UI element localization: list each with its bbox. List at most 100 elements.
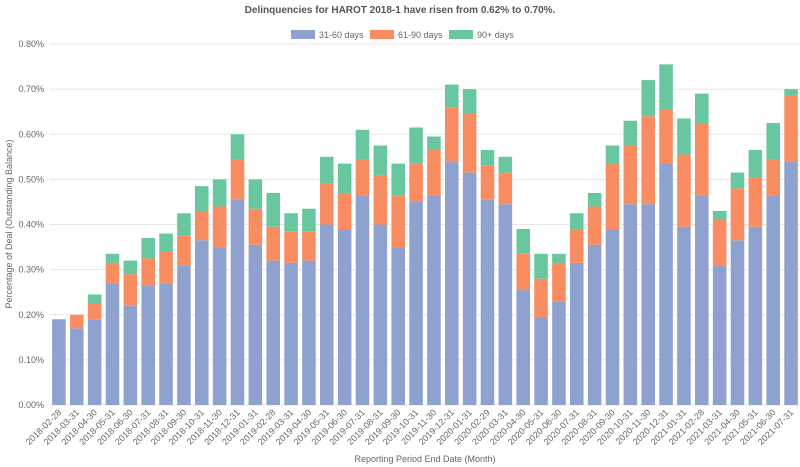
bar-segment-61-90[interactable] [623, 145, 638, 205]
bar-segment-31-60[interactable] [52, 319, 66, 405]
bar-segment-61-90[interactable] [552, 262, 566, 302]
bar-stack[interactable] [123, 260, 138, 405]
bar-segment-61-90[interactable] [445, 107, 459, 162]
bar-segment-90-plus[interactable] [230, 134, 245, 160]
bar-segment-90-plus[interactable] [337, 163, 352, 193]
bar-segment-90-plus[interactable] [302, 208, 316, 232]
bar-stack[interactable] [659, 64, 673, 405]
bar-segment-90-plus[interactable] [552, 253, 566, 263]
bar-segment-61-90[interactable] [87, 303, 102, 320]
bar-segment-90-plus[interactable] [212, 179, 227, 207]
bar-segment-90-plus[interactable] [784, 89, 798, 96]
bar-segment-31-60[interactable] [141, 285, 155, 405]
bar-segment-31-60[interactable] [462, 172, 477, 405]
bar-segment-90-plus[interactable] [659, 64, 673, 110]
bar-segment-61-90[interactable] [712, 219, 727, 266]
bar-segment-31-60[interactable] [373, 224, 388, 406]
bar-segment-31-60[interactable] [695, 195, 709, 405]
bar-segment-90-plus[interactable] [159, 233, 173, 252]
bar-segment-31-60[interactable] [712, 265, 727, 405]
bar-segment-61-90[interactable] [373, 174, 388, 225]
bar-stack[interactable] [230, 134, 245, 405]
bar-segment-61-90[interactable] [784, 95, 798, 162]
bar-segment-90-plus[interactable] [87, 294, 102, 304]
bar-stack[interactable] [320, 156, 334, 406]
bar-segment-31-60[interactable] [427, 195, 441, 405]
bar-segment-31-60[interactable] [623, 204, 638, 405]
bar-segment-61-90[interactable] [748, 177, 763, 227]
bar-segment-31-60[interactable] [159, 283, 173, 405]
bar-segment-61-90[interactable] [248, 208, 263, 245]
bar-segment-90-plus[interactable] [748, 150, 763, 178]
legend-item-61-90[interactable]: 61-90 days [370, 30, 443, 40]
bar-segment-90-plus[interactable] [248, 179, 263, 209]
bar-segment-31-60[interactable] [516, 289, 530, 405]
bar-segment-31-60[interactable] [320, 224, 334, 406]
bar-stack[interactable] [212, 179, 227, 405]
bar-segment-31-60[interactable] [230, 199, 245, 405]
bar-segment-31-60[interactable] [105, 283, 120, 405]
bar-segment-31-60[interactable] [195, 240, 209, 405]
bar-segment-61-90[interactable] [695, 122, 709, 196]
bar-segment-31-60[interactable] [659, 163, 673, 405]
legend-item-31-60[interactable]: 31-60 days [291, 30, 364, 40]
bar-segment-61-90[interactable] [605, 163, 620, 230]
bar-segment-31-60[interactable] [784, 161, 798, 405]
bar-segment-90-plus[interactable] [641, 80, 655, 117]
bar-stack[interactable] [70, 314, 84, 405]
bar-segment-90-plus[interactable] [409, 127, 423, 164]
bar-stack[interactable] [141, 238, 155, 405]
bar-segment-90-plus[interactable] [355, 129, 370, 160]
bar-stack[interactable] [337, 163, 352, 405]
bar-segment-31-60[interactable] [641, 204, 655, 405]
bar-segment-61-90[interactable] [212, 206, 227, 248]
bar-segment-61-90[interactable] [427, 150, 441, 196]
bar-segment-90-plus[interactable] [105, 253, 120, 263]
bar-stack[interactable] [570, 213, 584, 405]
bar-segment-31-60[interactable] [748, 226, 763, 405]
bar-stack[interactable] [266, 192, 280, 405]
bar-stack[interactable] [195, 186, 209, 405]
bar-segment-90-plus[interactable] [445, 84, 459, 108]
bar-segment-61-90[interactable] [195, 210, 209, 241]
bar-segment-90-plus[interactable] [195, 186, 209, 211]
bar-stack[interactable] [248, 179, 263, 405]
bar-stack[interactable] [409, 127, 423, 405]
bar-segment-31-60[interactable] [177, 265, 191, 405]
bar-segment-31-60[interactable] [284, 262, 298, 405]
bar-stack[interactable] [427, 136, 441, 405]
bar-segment-31-60[interactable] [87, 319, 102, 405]
bar-segment-90-plus[interactable] [516, 229, 530, 254]
bar-segment-90-plus[interactable] [730, 172, 745, 189]
bar-segment-90-plus[interactable] [462, 89, 477, 114]
bar-segment-61-90[interactable] [266, 226, 280, 261]
bar-segment-61-90[interactable] [480, 165, 495, 200]
bar-stack[interactable] [516, 229, 530, 405]
bar-segment-90-plus[interactable] [695, 93, 709, 123]
bar-segment-90-plus[interactable] [605, 145, 620, 164]
bar-stack[interactable] [748, 150, 763, 405]
bar-stack[interactable] [641, 80, 655, 405]
bar-segment-61-90[interactable] [141, 258, 155, 286]
bar-segment-61-90[interactable] [498, 172, 513, 205]
bar-stack[interactable] [284, 213, 298, 405]
bar-segment-31-60[interactable] [534, 317, 548, 405]
bar-segment-61-90[interactable] [409, 163, 423, 202]
bar-segment-31-60[interactable] [730, 240, 745, 405]
bar-segment-31-60[interactable] [337, 229, 352, 405]
bar-segment-61-90[interactable] [320, 183, 334, 225]
bar-stack[interactable] [587, 192, 602, 405]
bar-segment-61-90[interactable] [659, 109, 673, 164]
bar-segment-90-plus[interactable] [373, 145, 388, 175]
bar-segment-31-60[interactable] [248, 244, 263, 405]
bar-segment-90-plus[interactable] [141, 238, 155, 259]
bar-segment-61-90[interactable] [70, 314, 84, 329]
bar-stack[interactable] [87, 294, 102, 405]
bar-stack[interactable] [784, 89, 798, 405]
bar-segment-90-plus[interactable] [284, 213, 298, 232]
bar-segment-31-60[interactable] [409, 201, 423, 405]
bar-stack[interactable] [730, 172, 745, 405]
bar-segment-90-plus[interactable] [177, 213, 191, 236]
bar-segment-90-plus[interactable] [427, 136, 441, 151]
bar-stack[interactable] [462, 89, 477, 405]
